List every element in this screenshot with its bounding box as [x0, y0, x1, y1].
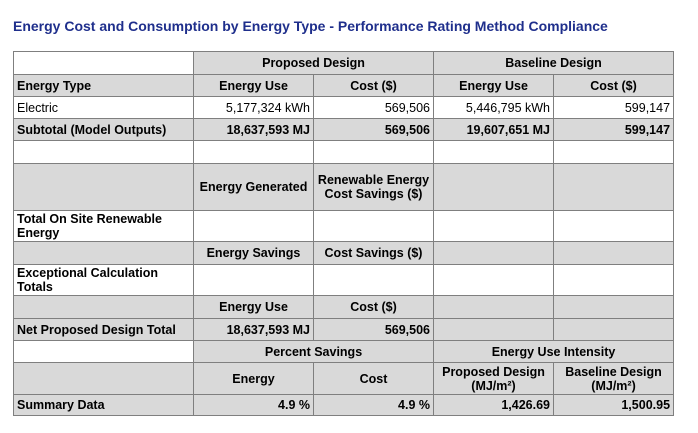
empty-cell	[13, 362, 194, 395]
summary-column-header-row: Energy Cost Proposed Design (MJ/m²) Base…	[13, 362, 675, 395]
energy-use-intensity-header: Energy Use Intensity	[433, 340, 675, 363]
empty-cell	[312, 210, 435, 242]
empty-cell	[312, 140, 435, 164]
proposed-eui-header: Proposed Design (MJ/m²)	[433, 362, 555, 395]
empty-cell	[13, 163, 194, 211]
empty-cell	[193, 140, 314, 164]
empty-cell	[553, 163, 675, 211]
group-header-row: Proposed Design Baseline Design	[13, 51, 675, 75]
cost-pct-header: Cost	[312, 362, 435, 395]
subtotal-proposed-use: 18,637,593 MJ	[193, 118, 314, 141]
empty-cell	[13, 140, 194, 164]
summary-label: Summary Data	[13, 394, 194, 416]
energy-pct-header: Energy	[193, 362, 314, 395]
renewable-label: Total On Site Renewable Energy	[13, 210, 194, 242]
empty-cell	[553, 241, 675, 265]
empty-cell	[433, 264, 555, 296]
electric-proposed-cost: 569,506	[312, 96, 435, 119]
percent-savings-header: Percent Savings	[192, 340, 435, 363]
proposed-design-header: Proposed Design	[192, 51, 435, 75]
empty-cell	[13, 241, 194, 265]
empty-cell	[433, 318, 555, 341]
empty-cell	[433, 163, 555, 211]
baseline-eui-header: Baseline Design (MJ/m²)	[553, 362, 675, 395]
subtotal-baseline-cost: 599,147	[553, 118, 675, 141]
empty-cell	[553, 264, 675, 296]
electric-baseline-cost: 599,147	[553, 96, 675, 119]
proposed-energy-use-header: Energy Use	[193, 74, 314, 97]
baseline-energy-use-header: Energy Use	[433, 74, 555, 97]
electric-proposed-use: 5,177,324 kWh	[193, 96, 314, 119]
empty-cell	[553, 318, 675, 341]
energy-cost-table: Proposed Design Baseline Design Energy T…	[13, 51, 675, 416]
net-cost: 569,506	[312, 318, 435, 341]
energy-generated-header: Energy Generated	[193, 163, 314, 211]
baseline-design-header: Baseline Design	[433, 51, 675, 75]
net-energy-use-header: Energy Use	[193, 295, 314, 319]
net-header-row: Energy Use Cost ($)	[13, 295, 675, 319]
electric-baseline-use: 5,446,795 kWh	[433, 96, 555, 119]
subtotal-baseline-use: 19,607,651 MJ	[433, 118, 555, 141]
summary-baseline-eui: 1,500.95	[553, 394, 675, 416]
subtotal-label: Subtotal (Model Outputs)	[13, 118, 194, 141]
cost-savings-header: Cost Savings ($)	[312, 241, 435, 265]
empty-cell	[433, 140, 555, 164]
savings-header-row: Energy Savings Cost Savings ($)	[13, 241, 675, 265]
empty-cell	[13, 295, 194, 319]
empty-cell	[553, 295, 675, 319]
table-row: Electric 5,177,324 kWh 569,506 5,446,795…	[13, 96, 675, 119]
table-row: Net Proposed Design Total 18,637,593 MJ …	[13, 318, 675, 341]
net-cost-header: Cost ($)	[312, 295, 435, 319]
empty-cell	[433, 210, 555, 242]
empty-cell	[13, 340, 194, 363]
spacer-row	[13, 140, 675, 164]
exceptional-label: Exceptional Calculation Totals	[13, 264, 194, 296]
empty-cell	[13, 51, 194, 75]
summary-cost-pct: 4.9 %	[312, 394, 435, 416]
electric-label: Electric	[13, 96, 194, 119]
empty-cell	[553, 210, 675, 242]
table-row: Summary Data 4.9 % 4.9 % 1,426.69 1,500.…	[13, 394, 675, 416]
energy-savings-header: Energy Savings	[193, 241, 314, 265]
energy-type-header: Energy Type	[13, 74, 194, 97]
report-title: Energy Cost and Consumption by Energy Ty…	[13, 18, 608, 34]
baseline-cost-header: Cost ($)	[553, 74, 675, 97]
table-row: Exceptional Calculation Totals	[13, 264, 675, 296]
renewable-header-row: Energy Generated Renewable Energy Cost S…	[13, 163, 675, 211]
summary-energy-pct: 4.9 %	[193, 394, 314, 416]
proposed-cost-header: Cost ($)	[312, 74, 435, 97]
subtotal-proposed-cost: 569,506	[312, 118, 435, 141]
empty-cell	[433, 241, 555, 265]
net-energy-use: 18,637,593 MJ	[193, 318, 314, 341]
table-row: Total On Site Renewable Energy	[13, 210, 675, 242]
empty-cell	[553, 140, 675, 164]
empty-cell	[193, 210, 314, 242]
summary-proposed-eui: 1,426.69	[433, 394, 555, 416]
net-label: Net Proposed Design Total	[13, 318, 194, 341]
renewable-cost-savings-header: Renewable Energy Cost Savings ($)	[312, 163, 435, 211]
empty-cell	[193, 264, 314, 296]
empty-cell	[433, 295, 555, 319]
empty-cell	[312, 264, 435, 296]
column-header-row: Energy Type Energy Use Cost ($) Energy U…	[13, 74, 675, 97]
summary-group-header-row: Percent Savings Energy Use Intensity	[13, 340, 675, 363]
table-row: Subtotal (Model Outputs) 18,637,593 MJ 5…	[13, 118, 675, 141]
